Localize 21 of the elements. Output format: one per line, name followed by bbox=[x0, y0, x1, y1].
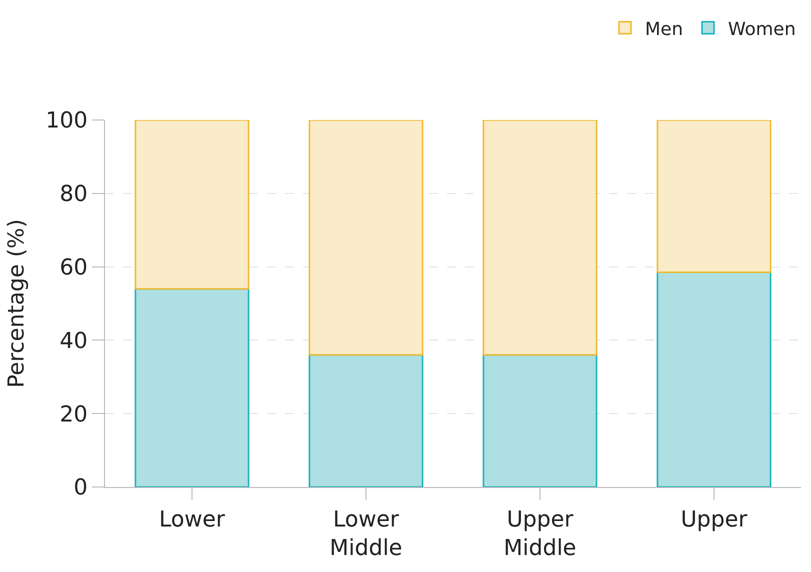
y-tick-label: 40 bbox=[60, 328, 88, 354]
legend-label: Women bbox=[728, 18, 796, 40]
y-tick-label: 100 bbox=[46, 108, 88, 134]
y-tick-label: 20 bbox=[60, 402, 88, 428]
legend-label: Men bbox=[645, 18, 684, 40]
y-axis-title: Percentage (%) bbox=[4, 219, 30, 388]
bar bbox=[656, 272, 772, 487]
y-tick-label: 80 bbox=[60, 182, 88, 208]
bar bbox=[482, 354, 598, 487]
x-tick-label: Upper Middle bbox=[504, 507, 576, 561]
y-tick-label: 0 bbox=[74, 476, 88, 501]
x-tick-label: Upper bbox=[680, 507, 748, 532]
bar bbox=[134, 120, 250, 290]
bar bbox=[308, 354, 424, 487]
x-tick-label: Lower Middle bbox=[330, 507, 402, 561]
bar bbox=[482, 120, 598, 356]
bar bbox=[134, 288, 250, 487]
x-tick-label: Lower bbox=[159, 507, 226, 532]
bar bbox=[308, 120, 424, 356]
bar bbox=[656, 120, 772, 274]
y-tick-label: 60 bbox=[60, 256, 88, 280]
